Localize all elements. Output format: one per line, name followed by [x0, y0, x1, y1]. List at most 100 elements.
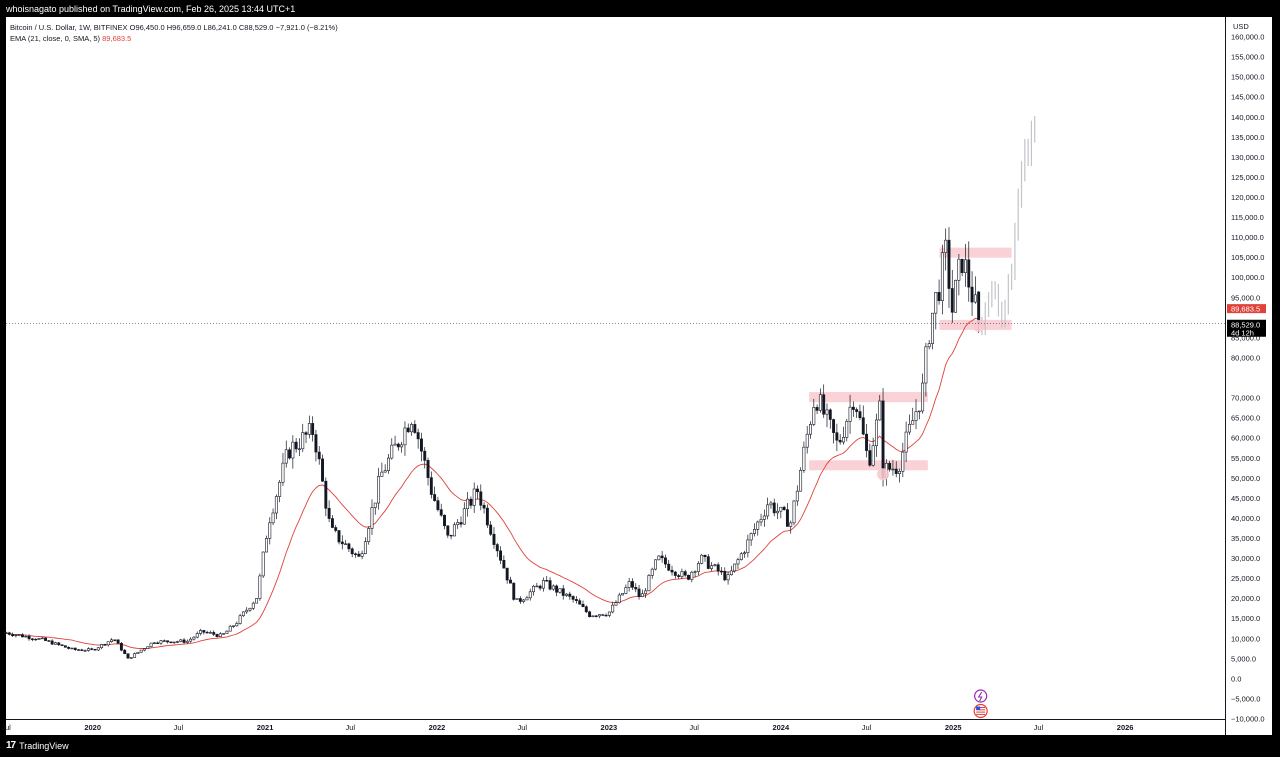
candle-body: [631, 581, 634, 588]
candle-184: [611, 601, 615, 614]
candle-body: [456, 522, 460, 526]
candle-139: [462, 502, 466, 525]
y-tick-label: 130,000.0: [1231, 153, 1264, 162]
candle-body: [324, 480, 328, 509]
ema-label: EMA (21, close, 0, SMA, 5): [10, 34, 101, 43]
candle-body: [452, 524, 456, 537]
y-tick-label: 20,000.0: [1231, 594, 1260, 603]
y-tick-label: 30,000.0: [1231, 554, 1260, 563]
flag-ring: [973, 703, 988, 719]
candle-body: [578, 600, 582, 605]
x-axis: Jul 2020 Jul 2021 Jul 2022 Jul 2023 Jul 2024 Jul 20…: [1, 723, 1133, 732]
candle-body: [218, 633, 222, 637]
candle-body: [235, 623, 239, 627]
candle-193: [640, 589, 644, 597]
candle-body: [502, 560, 506, 569]
candle-280: [927, 339, 931, 350]
candle-body: [874, 419, 878, 447]
candle-225: [746, 534, 750, 558]
candle-body: [321, 458, 324, 482]
candle-88: [294, 437, 298, 453]
candle-56: [189, 637, 193, 643]
candle-body: [977, 291, 981, 325]
candle-body: [594, 615, 598, 617]
candle-body: [970, 286, 974, 303]
candle-261: [865, 423, 869, 458]
candle-body: [34, 638, 38, 641]
candle-body: [159, 640, 163, 644]
candle-268: [888, 460, 892, 472]
candle-body: [851, 406, 855, 410]
candle-body: [50, 640, 54, 645]
candle-body: [927, 343, 931, 348]
candle-body: [485, 507, 489, 526]
candle-body: [347, 543, 351, 550]
candle-237: [785, 502, 789, 527]
candle-182: [604, 613, 608, 617]
candle-57: [192, 636, 196, 641]
candle-body: [175, 641, 179, 643]
candle-body: [515, 598, 519, 600]
chart-frame: [6, 17, 1272, 735]
candle-192: [637, 585, 641, 600]
candle-body: [156, 642, 160, 644]
candle-244: [809, 421, 812, 439]
candle-body: [208, 632, 212, 634]
y-tick-label: 160,000.0: [1231, 33, 1264, 42]
candle-body: [950, 288, 954, 313]
candle-body: [93, 649, 97, 651]
candle-body: [657, 555, 661, 561]
candle-87: [291, 435, 295, 469]
candle-body: [469, 498, 473, 506]
candle-232: [769, 500, 773, 509]
candle-73: [245, 607, 249, 614]
candle-76: [255, 598, 259, 604]
candle-body: [212, 632, 216, 635]
ema-line: [5, 317, 979, 649]
y-tick-label: 65,000.0: [1231, 414, 1260, 423]
candle-body: [96, 647, 100, 651]
candle-body: [225, 630, 229, 634]
candle-41: [139, 649, 143, 653]
candle-body: [314, 434, 318, 453]
candle-body: [413, 424, 417, 433]
currency-label: USD: [1233, 22, 1249, 31]
candle-173: [574, 596, 578, 604]
candle-222: [736, 557, 740, 569]
candle-254: [842, 426, 845, 445]
candle-body: [904, 431, 908, 453]
candle-body: [189, 638, 193, 642]
candle-body: [383, 470, 387, 473]
candle-body: [795, 490, 799, 502]
candle-97: [324, 477, 328, 517]
candle-286: [947, 227, 951, 308]
candle-250: [828, 408, 832, 429]
candle-54: [182, 638, 186, 644]
candle-body: [146, 646, 150, 649]
candle-136: [452, 522, 456, 537]
candle-233: [772, 498, 776, 517]
candle-body: [245, 609, 249, 613]
candle-287: [950, 269, 954, 323]
candle-body: [370, 507, 374, 529]
candle-138: [459, 516, 463, 528]
candle-body: [133, 653, 137, 658]
candle-body: [548, 580, 552, 590]
candle-165: [548, 577, 552, 591]
candle-body: [541, 580, 545, 589]
candle-body: [756, 521, 760, 530]
candle-240: [795, 485, 799, 506]
candle-body: [947, 239, 951, 289]
candle-33: [113, 639, 117, 642]
candle-185: [614, 600, 618, 606]
candle-13: [47, 639, 51, 642]
price-badge-last: 88,529.04d 12h: [1227, 319, 1266, 337]
candle-2: [11, 632, 15, 637]
candle-256: [848, 394, 852, 434]
candle-220: [729, 565, 733, 576]
candle-176: [584, 605, 588, 614]
candle-body: [367, 528, 371, 542]
publish-line: whoisnagato published on TradingView.com…: [6, 4, 296, 14]
tradingview-brand[interactable]: 17 TradingView: [6, 735, 69, 757]
